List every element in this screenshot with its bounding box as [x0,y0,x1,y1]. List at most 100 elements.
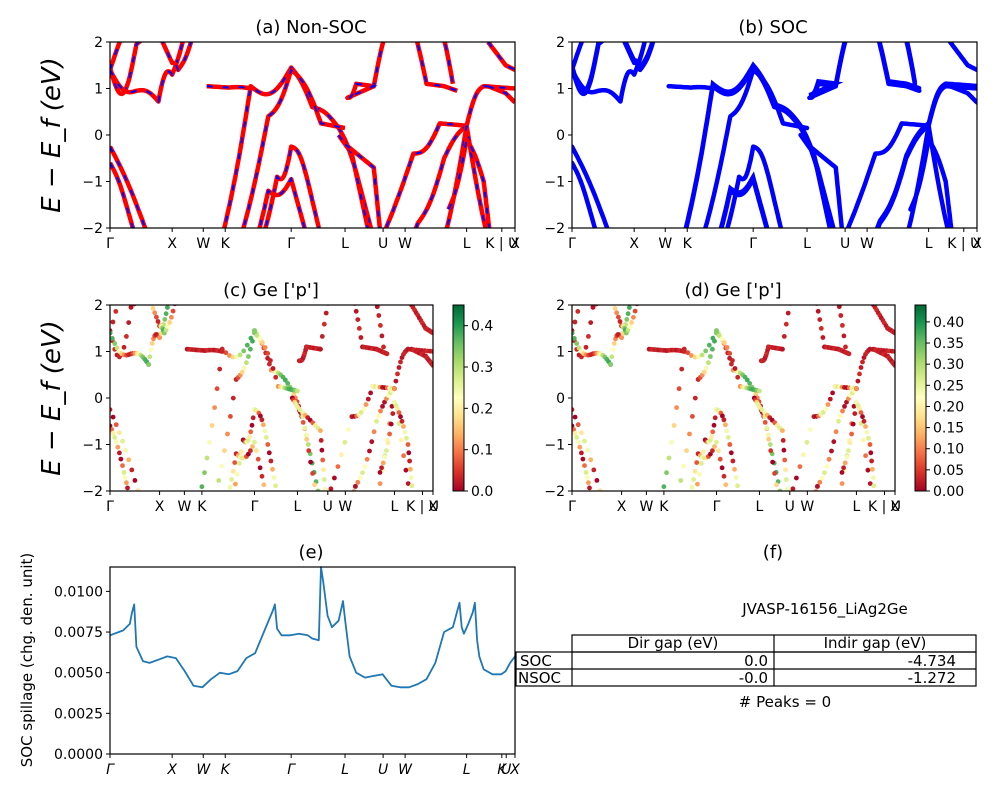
scatter-point [248,429,254,435]
scatter-point [374,418,379,424]
scatter-point [741,517,746,522]
xtick-label: U [378,236,388,252]
scatter-point [371,517,376,522]
band-line-soc-overlay [344,143,381,228]
scatter-point [858,365,864,370]
scatter-point [321,477,327,482]
scatter-point [685,517,690,522]
scatter-point [603,292,608,297]
scatter-point [591,501,596,506]
scatter-point [732,466,737,472]
ytick-label: 0.0050 [54,666,103,682]
scatter-point [235,471,240,477]
scatter-point [670,517,675,522]
scatter-point [330,287,335,292]
scatter-point [824,464,830,469]
xtick-label: U [785,499,795,515]
bands-a [110,42,515,228]
scatter-point [689,484,695,490]
scatter-point [142,513,147,518]
scatter-point [380,460,386,466]
scatter-point [262,428,268,434]
ytick-label: 0 [556,128,565,144]
xtick-label: L [853,499,861,515]
xtick-label: Γ [106,762,115,778]
scatter-point [321,321,327,327]
scatter-point [822,470,827,476]
scatter-point [223,517,228,522]
scatter-point [373,297,378,302]
scatter-point [819,475,825,481]
ytick-label: 2 [556,35,565,51]
scatter-point [318,498,323,503]
scatter-point [365,396,371,402]
scatter-point [204,455,210,461]
scatter-point [578,299,583,304]
scatter-point [839,470,845,475]
scatter-point [237,352,243,358]
scatter-point [144,288,149,293]
scatter-point [722,340,727,346]
xtick-label: K | U [485,236,518,252]
scatter-point [593,265,598,270]
band-line-split [905,42,917,84]
scatter-point [360,470,365,476]
scatter-point [594,305,599,307]
scatter-point [130,506,135,511]
scatter-point [408,494,413,499]
xtick-label: X [972,236,982,252]
scatter-point [166,298,171,303]
scatter-point [831,279,836,284]
scatter-point [384,448,389,453]
scatter-point [579,450,584,456]
scatter-point [683,511,688,516]
scatter-point [257,336,263,342]
scatter-point [780,498,785,503]
scatter-point [730,458,736,464]
scatter-point [727,442,733,447]
xtick-label: Γ [287,236,295,252]
scatter-point [230,468,236,474]
scatter-point [740,508,745,513]
scatter-point [608,362,613,367]
scatter-point [725,435,731,440]
scatter-point [579,430,584,436]
scatter-point [154,314,159,320]
scatter-point [723,422,728,428]
scatter-point [393,378,399,384]
band-line [703,67,810,228]
scatter-c [110,275,433,522]
ytick-label: 0 [94,128,103,144]
scatter-point [871,483,877,489]
scatter-point [336,275,341,280]
scatter-point [721,473,727,479]
scatter-point [348,281,353,286]
scatter-point [582,463,587,468]
scatter-point [403,467,409,473]
plot-content [109,42,977,689]
scatter-point [396,365,402,370]
scatter-point [110,414,116,420]
scatter-point [617,319,623,324]
colorbar-tick-label: 0.30 [933,357,964,373]
scatter-point [801,517,806,522]
ytick-label: 0 [556,391,565,407]
scatter-point [380,404,385,409]
colorbar-tick-label: 0.35 [933,336,964,352]
scatter-point [584,283,589,288]
scatter-point [384,351,390,357]
scatter-point [661,484,667,490]
scatter-point [687,511,692,516]
xtick-label: L [463,236,471,252]
xtick-label: W [398,762,413,778]
band-line-soc-overlay [110,162,134,228]
scatter-point [377,481,383,486]
band-line-soc-overlay [258,176,306,228]
scatter-point [780,517,785,522]
scatter-point [233,481,238,487]
scatter-point [141,292,146,297]
scatter-point [682,517,687,522]
colorbar-tick-label: 0.10 [933,442,964,458]
scatter-point [226,492,231,497]
